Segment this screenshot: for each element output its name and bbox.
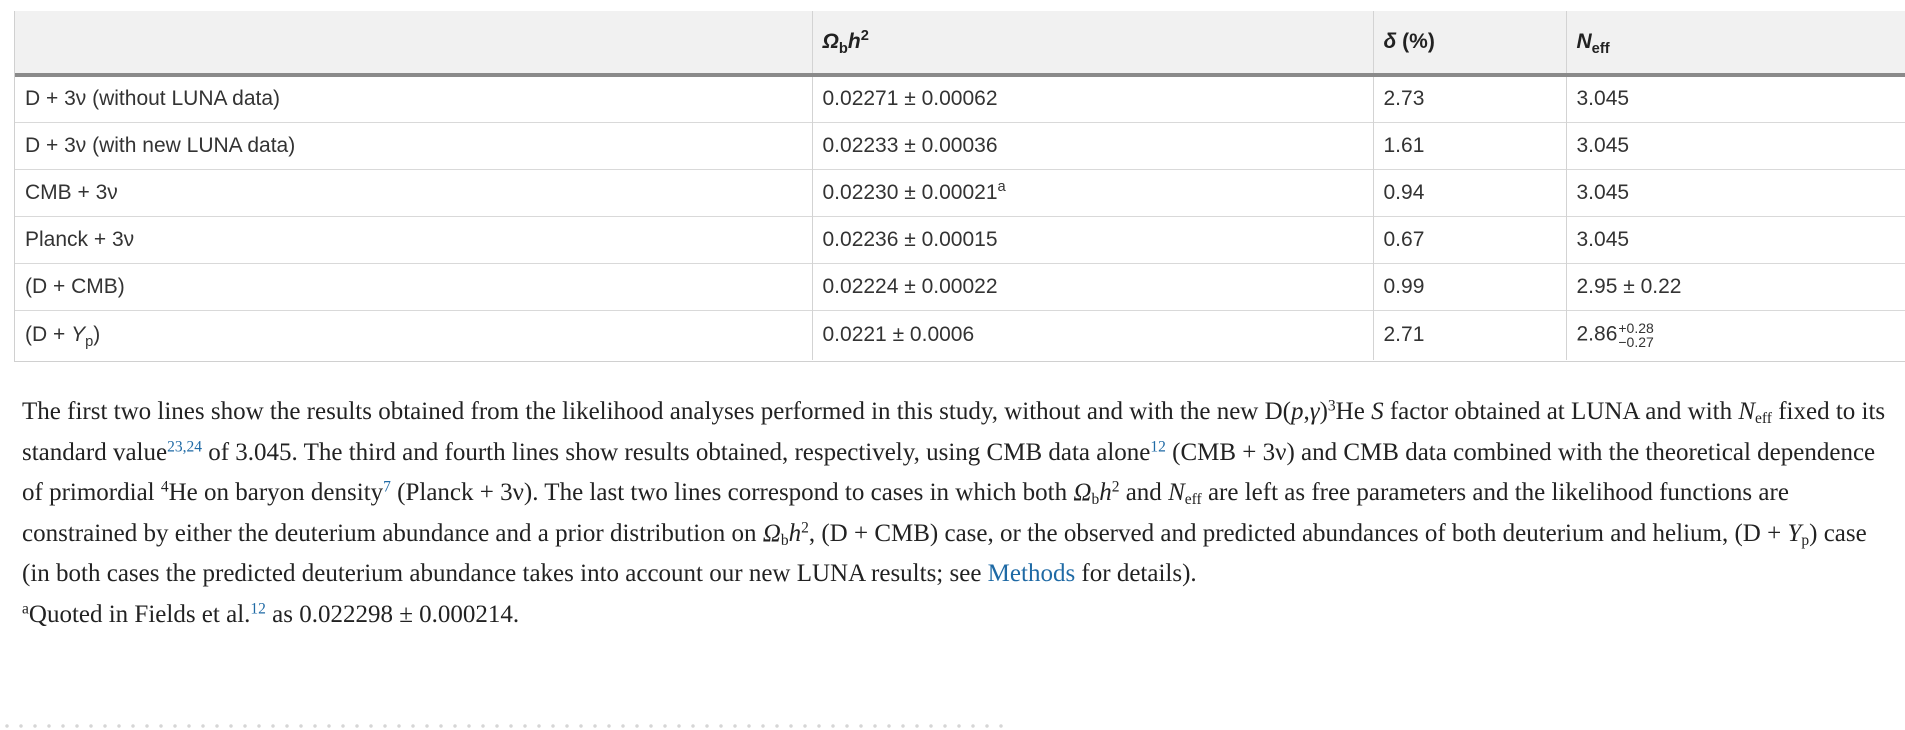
table-row: CMB + 3ν 0.02230 ± 0.00021a 0.94 3.045	[15, 168, 1905, 216]
table-row: (D + Yp) 0.0221 ± 0.0006 2.71 2.86 +0.28−…	[15, 309, 1905, 360]
caption-paragraph: The first two lines show the results obt…	[22, 397, 1886, 587]
cell-neff: 3.045	[1566, 168, 1905, 216]
header-omega-b-h2: Ωbh2	[812, 11, 1374, 75]
cell-neff: 3.045	[1566, 73, 1905, 122]
cell-delta: 2.73	[1373, 73, 1567, 122]
table-row: D + 3ν (with new LUNA data) 0.02233 ± 0.…	[15, 121, 1905, 169]
cell-dataset: (D + CMB)	[15, 262, 813, 310]
reference-link-7[interactable]: 7	[383, 478, 391, 496]
cell-dataset: CMB + 3ν	[15, 168, 813, 216]
cell-omega: 0.02233 ± 0.00036	[812, 121, 1374, 169]
cell-omega: 0.02271 ± 0.00062	[812, 73, 1374, 122]
cell-omega: 0.0221 ± 0.0006	[812, 309, 1374, 360]
cell-omega: 0.02230 ± 0.00021a	[812, 168, 1374, 216]
table-row: (D + CMB) 0.02224 ± 0.00022 0.99 2.95 ± …	[15, 262, 1905, 310]
page-fade-divider	[0, 722, 1010, 730]
cell-neff: 2.86 +0.28 −0.27	[1566, 309, 1905, 360]
table-row: Planck + 3ν 0.02236 ± 0.00015 0.67 3.045	[15, 215, 1905, 263]
table-caption: The first two lines show the results obt…	[22, 392, 1892, 635]
reference-link-12[interactable]: 12	[1150, 437, 1166, 455]
reference-link-12-footnote[interactable]: 12	[250, 599, 266, 617]
cell-dataset: D + 3ν (without LUNA data)	[15, 73, 813, 122]
table-row: D + 3ν (without LUNA data) 0.02271 ± 0.0…	[15, 73, 1905, 122]
footnote-a: aQuoted in Fields et al.12 as 0.022298 ±…	[22, 599, 520, 628]
header-dataset	[15, 11, 813, 75]
cell-omega: 0.02224 ± 0.00022	[812, 262, 1374, 310]
results-table-container: Ωbh2 δ (%) Neff D + 3ν (without LUNA dat…	[14, 11, 1905, 362]
cell-neff: 2.95 ± 0.22	[1566, 262, 1905, 310]
reference-link-23-24[interactable]: 23,24	[167, 437, 202, 455]
cell-neff: 3.045	[1566, 215, 1905, 263]
table-header-row: Ωbh2 δ (%) Neff	[15, 11, 1905, 75]
results-table: Ωbh2 δ (%) Neff D + 3ν (without LUNA dat…	[15, 11, 1905, 360]
header-delta: δ (%)	[1373, 11, 1567, 75]
cell-omega: 0.02236 ± 0.00015	[812, 215, 1374, 263]
cell-delta: 0.99	[1373, 262, 1567, 310]
cell-delta: 2.71	[1373, 309, 1567, 360]
cell-delta: 0.94	[1373, 168, 1567, 216]
cell-delta: 1.61	[1373, 121, 1567, 169]
footnote-marker-a[interactable]: a	[997, 178, 1006, 195]
cell-delta: 0.67	[1373, 215, 1567, 263]
cell-dataset: (D + Yp)	[15, 309, 813, 360]
methods-link[interactable]: Methods	[987, 560, 1076, 587]
header-n-eff: Neff	[1576, 30, 1610, 58]
cell-neff: 3.045	[1566, 121, 1905, 169]
cell-dataset: Planck + 3ν	[15, 215, 813, 263]
cell-dataset: D + 3ν (with new LUNA data)	[15, 121, 813, 169]
